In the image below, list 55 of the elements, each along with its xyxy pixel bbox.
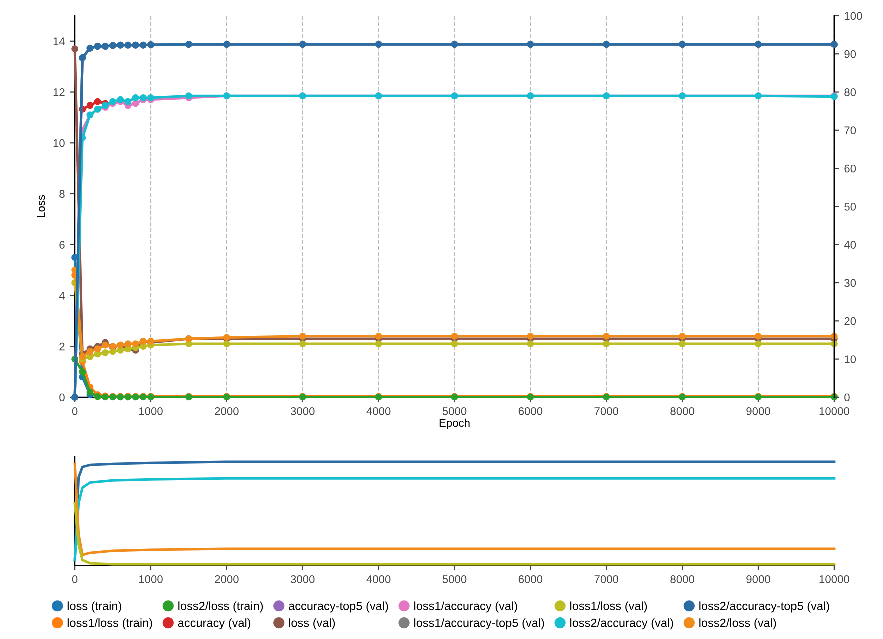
x-tick-label: 5000 — [442, 576, 467, 584]
y2-tick-label: 50 — [844, 202, 856, 211]
x-tick-label: 4000 — [366, 576, 391, 584]
x-tick-label: 9000 — [746, 576, 770, 584]
x-tick-label: 9000 — [746, 407, 770, 416]
y-tick-label: 4 — [59, 292, 66, 300]
legend-label: loss2/loss (val) — [700, 618, 776, 630]
y-tick-label: 2 — [60, 342, 65, 351]
x-axis-title: Epoch — [440, 418, 470, 430]
x-tick-label: 10000 — [820, 407, 850, 416]
x-tick-label: 10000 — [820, 576, 850, 584]
legend-label: loss1/accuracy (val) — [414, 602, 518, 613]
legend-label: loss (val) — [289, 618, 336, 630]
legend-label: loss2/loss (train) — [178, 602, 264, 613]
legend-label: accuracy-top5 (val) — [289, 602, 388, 613]
x-tick-label: 5000 — [442, 407, 467, 416]
y-tick-label: 0 — [60, 394, 65, 402]
y-tick-label: 10 — [54, 139, 65, 148]
x-tick-label: 8000 — [670, 576, 694, 584]
x-tick-label: 7000 — [594, 576, 619, 584]
y2-tick-label: 10 — [845, 356, 856, 364]
x-tick-label: 1000 — [139, 407, 163, 416]
legend-label: accuracy (val) — [178, 618, 251, 630]
y2-tick-label: 40 — [844, 241, 856, 249]
y2-tick-label: 20 — [844, 317, 856, 326]
y2-tick-label: 60 — [844, 164, 856, 173]
x-tick-label: 3000 — [290, 576, 315, 584]
y-tick-label: 6 — [60, 241, 65, 249]
y2-tick-label: 100 — [845, 12, 862, 20]
x-tick-label: 6000 — [518, 407, 543, 416]
y-tick-label: 12 — [54, 88, 65, 96]
legend-label: loss2/accuracy (val) — [570, 618, 674, 630]
y2-tick-label: 30 — [844, 279, 856, 288]
y2-tick-label: 80 — [844, 88, 856, 96]
y2-tick-label: 0 — [844, 394, 850, 402]
x-tick-label: 8000 — [670, 407, 694, 416]
y2-tick-label: 90 — [844, 50, 856, 58]
y-tick-label: 8 — [60, 190, 65, 198]
x-tick-label: 6000 — [518, 576, 543, 584]
x-tick-label: 0 — [72, 407, 78, 416]
y2-tick-label: 70 — [844, 126, 856, 135]
legend-label: loss (train) — [68, 602, 122, 613]
legend-label: loss1/accuracy-top5 (val) — [414, 618, 544, 630]
legend-label: loss1/loss (val) — [570, 602, 648, 613]
legend-label: loss2/accuracy-top5 (val) — [700, 602, 830, 613]
y-tick-label: 14 — [54, 38, 66, 46]
x-tick-label: 2000 — [215, 407, 239, 416]
legend-label: loss1/loss (train) — [68, 618, 152, 630]
x-tick-label: 2000 — [215, 576, 239, 584]
x-tick-label: 7000 — [594, 407, 619, 416]
x-tick-label: 3000 — [290, 407, 315, 416]
x-tick-label: 1000 — [139, 576, 163, 584]
y-axis-title: Loss — [37, 195, 46, 218]
x-tick-label: 4000 — [366, 407, 391, 416]
x-tick-label: 0 — [72, 576, 78, 584]
